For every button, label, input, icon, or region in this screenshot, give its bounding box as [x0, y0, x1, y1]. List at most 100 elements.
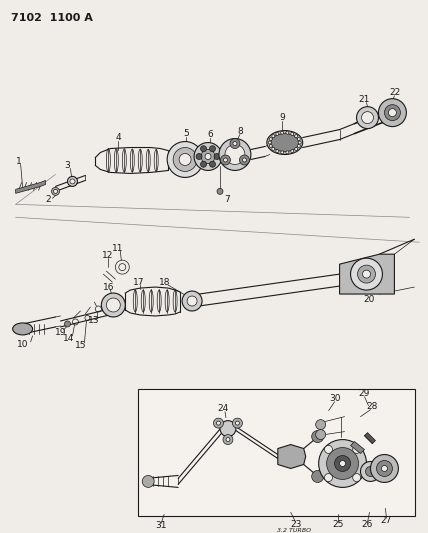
- Text: 9: 9: [279, 113, 285, 122]
- Circle shape: [210, 161, 215, 167]
- Polygon shape: [278, 445, 306, 469]
- Polygon shape: [365, 433, 375, 443]
- Circle shape: [363, 270, 371, 278]
- Text: 1: 1: [16, 157, 21, 166]
- Text: 25: 25: [332, 520, 343, 529]
- Text: 14: 14: [63, 334, 74, 343]
- Circle shape: [68, 176, 77, 187]
- Circle shape: [232, 418, 242, 428]
- Circle shape: [286, 131, 289, 134]
- Circle shape: [65, 321, 71, 327]
- Circle shape: [210, 146, 215, 152]
- Circle shape: [219, 139, 251, 171]
- Circle shape: [142, 475, 154, 487]
- Polygon shape: [351, 441, 365, 454]
- Polygon shape: [16, 180, 45, 193]
- Circle shape: [316, 419, 326, 430]
- Circle shape: [360, 462, 380, 481]
- Text: 28: 28: [367, 402, 378, 411]
- Circle shape: [51, 188, 59, 196]
- Circle shape: [182, 291, 202, 311]
- Circle shape: [298, 141, 301, 144]
- Text: 17: 17: [133, 278, 144, 287]
- Circle shape: [214, 154, 220, 159]
- Circle shape: [353, 474, 361, 482]
- Text: 15: 15: [74, 341, 86, 350]
- Text: 20: 20: [364, 295, 375, 303]
- Circle shape: [187, 296, 197, 306]
- Circle shape: [242, 158, 247, 162]
- Circle shape: [54, 189, 57, 193]
- Text: 26: 26: [362, 520, 373, 529]
- Circle shape: [324, 446, 333, 454]
- Circle shape: [223, 434, 233, 445]
- Text: 21: 21: [359, 95, 370, 104]
- Text: 6: 6: [207, 130, 213, 139]
- Circle shape: [269, 144, 272, 148]
- Ellipse shape: [267, 131, 303, 155]
- Circle shape: [233, 142, 237, 146]
- Circle shape: [312, 431, 324, 442]
- Text: 24: 24: [217, 404, 229, 413]
- Circle shape: [357, 107, 378, 128]
- Circle shape: [335, 456, 351, 472]
- Text: 3: 3: [65, 161, 70, 170]
- Circle shape: [101, 293, 125, 317]
- Text: 29: 29: [359, 389, 370, 398]
- Circle shape: [371, 455, 398, 482]
- Circle shape: [268, 141, 271, 144]
- Ellipse shape: [271, 134, 299, 151]
- Circle shape: [272, 135, 275, 138]
- Circle shape: [167, 142, 203, 177]
- Circle shape: [106, 298, 120, 312]
- Circle shape: [269, 138, 272, 141]
- Circle shape: [220, 155, 230, 165]
- Circle shape: [324, 474, 333, 482]
- Text: 2: 2: [46, 195, 51, 204]
- Circle shape: [281, 131, 284, 134]
- Text: 7: 7: [224, 195, 230, 204]
- Text: 4: 4: [116, 133, 121, 142]
- Circle shape: [272, 148, 275, 150]
- Circle shape: [201, 146, 207, 152]
- Polygon shape: [339, 254, 395, 294]
- Circle shape: [230, 139, 240, 149]
- Circle shape: [295, 148, 298, 150]
- Circle shape: [377, 461, 392, 477]
- Circle shape: [220, 421, 236, 437]
- Bar: [138, 389, 415, 516]
- Circle shape: [327, 448, 359, 480]
- Circle shape: [357, 265, 375, 283]
- Circle shape: [239, 155, 250, 165]
- Text: 7102  1100 A: 7102 1100 A: [11, 13, 92, 23]
- Text: 30: 30: [329, 394, 340, 403]
- Circle shape: [312, 471, 324, 482]
- Circle shape: [339, 461, 345, 466]
- Circle shape: [226, 438, 230, 441]
- Circle shape: [362, 111, 374, 124]
- Text: 10: 10: [17, 341, 28, 349]
- Text: 13: 13: [88, 317, 99, 326]
- Text: 19: 19: [55, 328, 66, 337]
- Text: 5: 5: [183, 129, 189, 138]
- Circle shape: [316, 430, 326, 440]
- Circle shape: [194, 142, 222, 171]
- Circle shape: [205, 154, 211, 159]
- Circle shape: [286, 151, 289, 154]
- Text: 18: 18: [159, 278, 171, 287]
- Circle shape: [389, 109, 396, 117]
- Text: 16: 16: [103, 282, 114, 292]
- Circle shape: [225, 144, 245, 165]
- Circle shape: [217, 421, 220, 425]
- Ellipse shape: [13, 323, 33, 335]
- Text: 31: 31: [155, 521, 167, 530]
- Circle shape: [214, 418, 223, 428]
- Circle shape: [295, 135, 298, 138]
- Circle shape: [70, 179, 75, 184]
- Text: 22: 22: [390, 88, 401, 97]
- Circle shape: [297, 144, 300, 148]
- Circle shape: [196, 154, 202, 159]
- Circle shape: [173, 148, 197, 172]
- Circle shape: [291, 132, 294, 135]
- Circle shape: [179, 154, 191, 165]
